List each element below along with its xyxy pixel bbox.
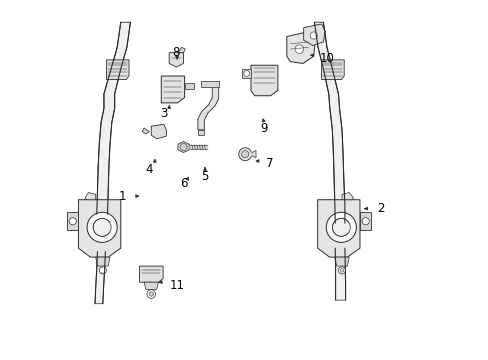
Text: 11: 11 (169, 279, 184, 292)
Text: 7: 7 (265, 157, 273, 170)
Polygon shape (85, 193, 96, 200)
Polygon shape (198, 87, 218, 130)
Polygon shape (242, 69, 250, 78)
Text: 1: 1 (119, 190, 126, 203)
Polygon shape (321, 60, 344, 80)
Circle shape (338, 267, 345, 274)
Circle shape (340, 269, 343, 272)
Polygon shape (314, 22, 344, 223)
Polygon shape (67, 212, 78, 230)
Polygon shape (334, 257, 348, 266)
Text: 6: 6 (180, 177, 187, 190)
Circle shape (149, 292, 153, 296)
Text: 4: 4 (145, 163, 153, 176)
Polygon shape (335, 248, 345, 300)
Polygon shape (169, 53, 183, 67)
Polygon shape (144, 282, 158, 289)
Circle shape (180, 143, 187, 150)
Polygon shape (341, 193, 353, 200)
Polygon shape (184, 83, 193, 89)
Circle shape (244, 71, 249, 76)
Circle shape (332, 219, 349, 236)
Text: 10: 10 (319, 51, 334, 64)
Polygon shape (250, 65, 277, 96)
Polygon shape (96, 257, 110, 266)
Circle shape (99, 267, 106, 274)
Polygon shape (201, 81, 218, 87)
Polygon shape (106, 60, 129, 80)
Text: 3: 3 (160, 107, 167, 120)
Circle shape (93, 219, 111, 236)
Text: 9: 9 (260, 122, 267, 135)
Polygon shape (139, 266, 163, 282)
Circle shape (238, 148, 251, 161)
Circle shape (362, 218, 368, 225)
Polygon shape (286, 31, 315, 63)
Polygon shape (95, 252, 105, 304)
Polygon shape (198, 130, 204, 135)
Polygon shape (161, 76, 184, 103)
Circle shape (309, 32, 317, 39)
Polygon shape (178, 141, 189, 153)
Polygon shape (178, 47, 185, 53)
Circle shape (241, 150, 248, 158)
Polygon shape (151, 125, 166, 139)
Polygon shape (317, 200, 359, 257)
Circle shape (325, 212, 356, 242)
Circle shape (87, 212, 117, 242)
Circle shape (294, 45, 303, 53)
Polygon shape (359, 212, 371, 230)
Polygon shape (97, 22, 130, 214)
Text: 2: 2 (376, 202, 384, 215)
Polygon shape (78, 200, 121, 257)
Circle shape (69, 218, 76, 225)
Polygon shape (303, 24, 325, 45)
Polygon shape (251, 150, 255, 158)
Polygon shape (142, 128, 149, 134)
Text: 8: 8 (172, 46, 180, 59)
Text: 5: 5 (201, 170, 208, 183)
Circle shape (147, 290, 155, 298)
